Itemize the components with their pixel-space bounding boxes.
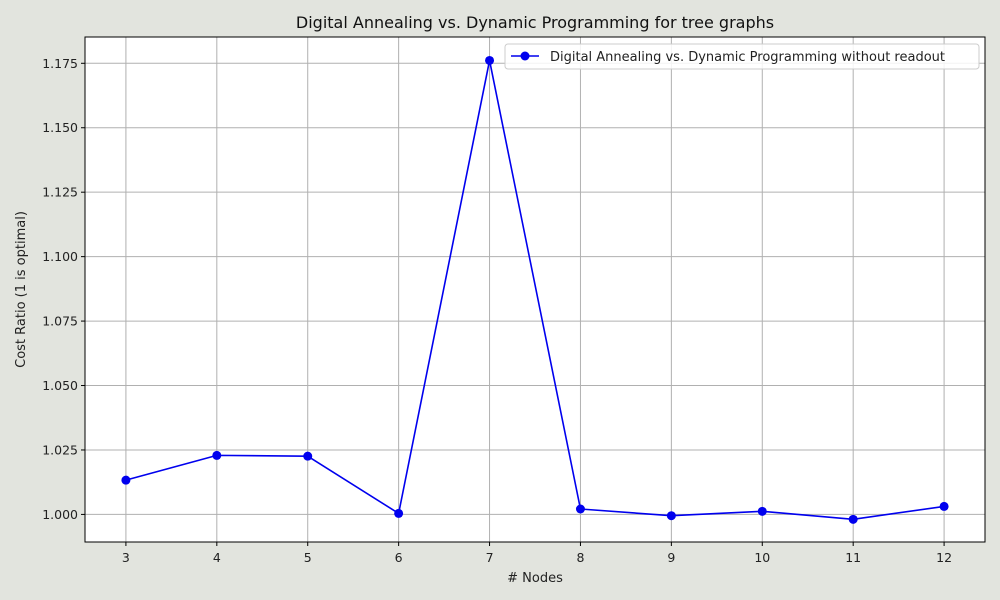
y-tick-label: 1.100 (42, 249, 78, 264)
series-layer (121, 55, 949, 524)
y-tick-label: 1.125 (42, 185, 78, 200)
chart-title: Digital Annealing vs. Dynamic Programmin… (296, 13, 774, 32)
legend-label: Digital Annealing vs. Dynamic Programmin… (550, 50, 945, 65)
y-tick-label: 1.050 (42, 378, 78, 393)
data-point (212, 450, 222, 460)
data-point (394, 508, 404, 518)
plot-area (85, 37, 985, 542)
y-tick-label: 1.000 (42, 507, 78, 522)
data-point (303, 451, 313, 461)
x-tick-label: 3 (122, 550, 130, 565)
legend-marker-swatch (520, 51, 530, 61)
plot-border (84, 36, 986, 543)
x-tick-label: 8 (576, 550, 584, 565)
x-tick-label: 12 (936, 550, 952, 565)
x-tick-label: 9 (667, 550, 675, 565)
ticks: 3 4 5 6 7 8 9 10 11 12 1.000 1.025 1.050 1.075 1.100 1.… (42, 56, 952, 565)
y-axis-title: Cost Ratio (1 is optimal) (14, 211, 29, 368)
y-tick-label: 1.025 (42, 442, 78, 457)
x-tick-label: 10 (754, 550, 770, 565)
x-tick-label: 4 (213, 550, 221, 565)
y-tick-label: 1.175 (42, 56, 78, 71)
data-point (848, 514, 858, 524)
data-point (121, 475, 131, 485)
x-tick-label: 7 (486, 550, 494, 565)
legend-box (504, 43, 980, 70)
y-tick-label: 1.075 (42, 314, 78, 329)
data-point (575, 504, 585, 514)
data-point (757, 506, 767, 516)
x-axis-title: # Nodes (507, 571, 563, 586)
x-tick-label: 11 (845, 550, 861, 565)
y-tick-label: 1.150 (42, 120, 78, 135)
series-line (125, 59, 945, 521)
data-point (666, 511, 676, 521)
data-point (939, 501, 949, 511)
data-point (485, 55, 495, 65)
x-tick-label: 6 (395, 550, 403, 565)
x-tick-label: 5 (304, 550, 312, 565)
legend: Digital Annealing vs. Dynamic Programmin… (504, 43, 980, 70)
